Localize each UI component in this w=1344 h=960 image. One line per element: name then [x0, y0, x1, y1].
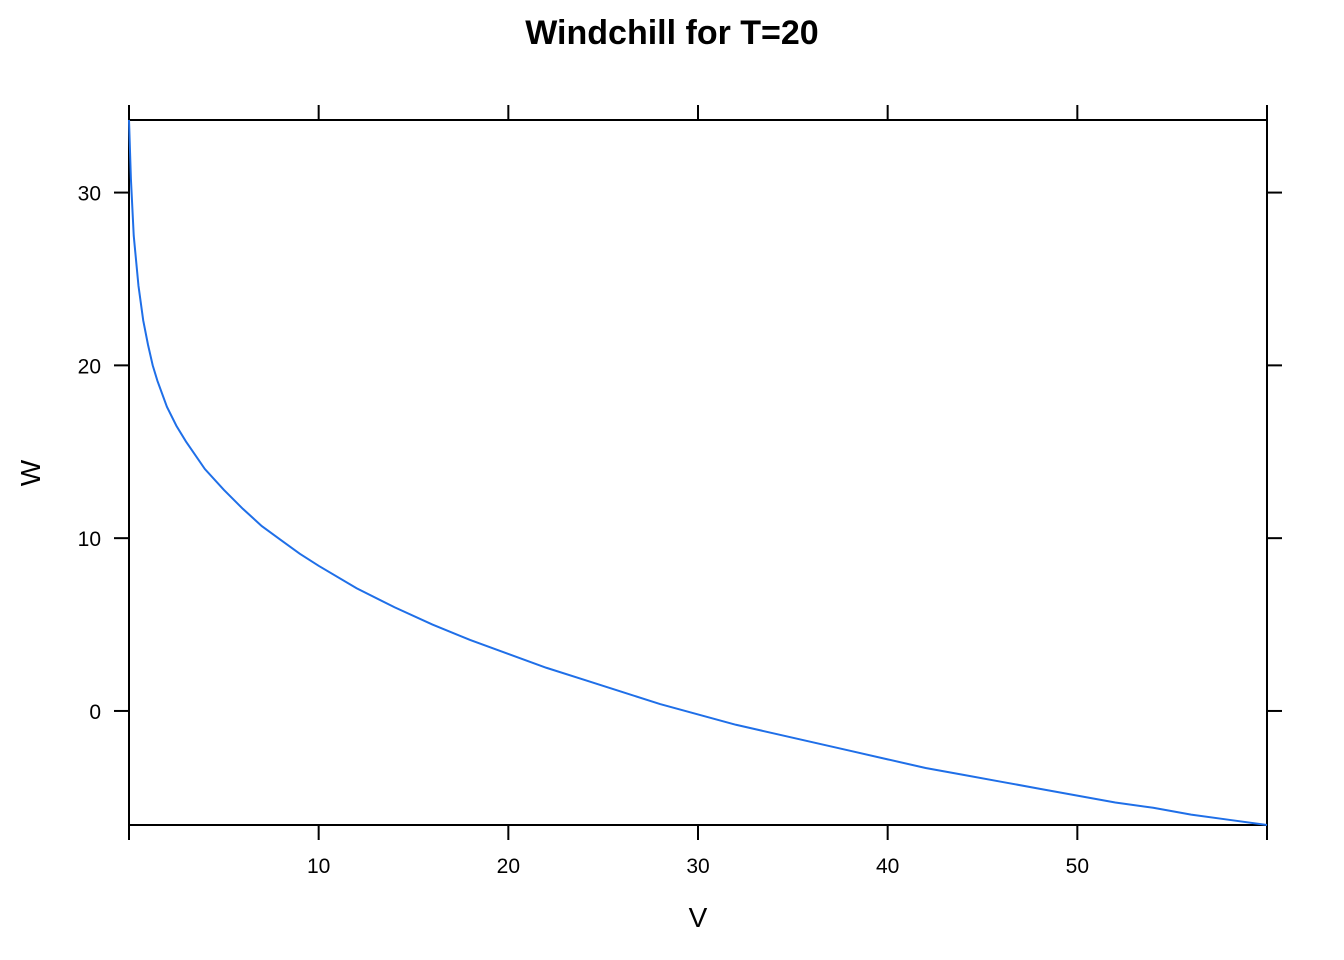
y-axis-label: W: [15, 459, 46, 486]
y-tick-label: 30: [78, 183, 101, 206]
chart-title: Windchill for T=20: [525, 14, 818, 52]
x-axis-label: V: [689, 902, 708, 933]
x-tick-label: 30: [686, 855, 709, 878]
x-tick-label: 10: [307, 855, 330, 878]
y-tick-label: 0: [89, 701, 101, 724]
series-line: [128, 119, 1268, 826]
y-tick-label: 20: [78, 355, 101, 378]
y-tick-label: 10: [78, 528, 101, 551]
x-tick-label: 50: [1066, 855, 1089, 878]
plot-frame: [128, 119, 1268, 826]
y-axis: 0 10 20 30: [78, 183, 1282, 724]
x-tick-label: 40: [876, 855, 899, 878]
x-axis: 10 20 30 40 50: [128, 105, 1268, 878]
x-tick-label: 20: [497, 855, 520, 878]
